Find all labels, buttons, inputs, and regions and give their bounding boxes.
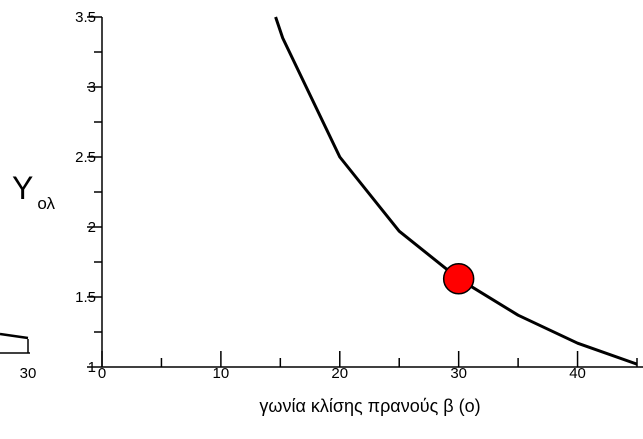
- y-axis-title: Y ολ: [12, 170, 55, 213]
- y-axis-title-sub: ολ: [37, 194, 55, 213]
- y-tick-label: 1: [88, 359, 96, 376]
- y-axis-title-main: Y: [12, 170, 33, 206]
- left-partial-series-line: [0, 332, 29, 340]
- y-tick-label: 3.5: [75, 9, 96, 26]
- x-tick-label: 10: [213, 365, 230, 382]
- highlight-point: [442, 263, 475, 295]
- series-group: [274, 16, 638, 366]
- y-tick-label: 3: [88, 79, 96, 96]
- y-tick-label: 2.5: [75, 149, 96, 166]
- series-line: [274, 16, 638, 366]
- left-partial-chart: 30: [0, 332, 37, 382]
- left-partial-tick-label: 30: [20, 365, 37, 382]
- y-tick-label: 1.5: [75, 289, 96, 306]
- x-tick-label: 30: [450, 365, 467, 382]
- axes: [101, 17, 643, 368]
- x-tick-label: 40: [569, 365, 586, 382]
- x-tick-label: 0: [98, 365, 106, 382]
- x-tick-label: 20: [331, 365, 348, 382]
- x-axis-title: γωνία κλίσης πρανούς β (ο): [259, 396, 480, 416]
- ticks: 0 10 20 30 40 1 1.5 2 2.5 3 3.5: [75, 9, 638, 382]
- y-tick-label: 2: [88, 219, 96, 236]
